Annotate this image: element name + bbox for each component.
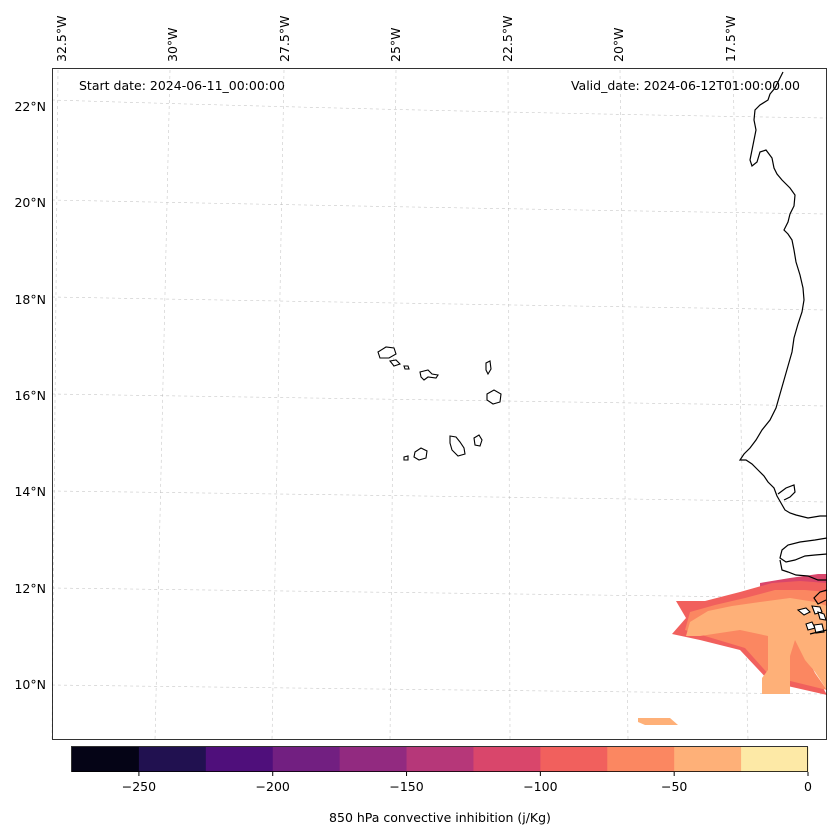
colorbar-swatch [741,747,809,772]
lat-label: 20°N [14,195,46,210]
lat-label: 12°N [14,581,46,596]
colorbar-swatch [72,747,140,772]
cin-weak-region [686,598,827,694]
colorbar-label: 850 hPa convective inhibition (j/Kg) [329,810,551,825]
colorbar-tick-label: −250 [122,779,156,794]
lon-label: 30°W [165,27,180,62]
lat-label: 14°N [14,484,46,499]
lon-label: 22.5°W [500,16,515,62]
island-maio [473,434,483,447]
cin-field [638,574,827,725]
island-sao-vicente [388,359,402,367]
island-brava [403,455,409,461]
island-santiago [449,435,466,457]
colorbar-frame [71,746,808,772]
island-santo-antao [377,346,397,359]
island-sao-nicolau [419,369,439,381]
valid-date-text: Valid_date: 2024-06-12T01:00:00.00 [571,78,800,93]
colorbar-swatch [473,747,541,772]
island-santa-luzia [403,365,410,370]
colorbar: −250 −200 −150 −100 −50 0 850 hPa convective … [71,746,812,825]
longitude-labels: 32.5°W 30°W 27.5°W 25°W 22.5°W 20°W 17.5… [54,16,738,62]
map-area[interactable] [51,68,828,741]
island-sal [485,360,492,376]
lon-label: 32.5°W [54,16,69,62]
cin-weak-south-patch [638,718,678,725]
lon-label: 27.5°W [277,16,292,62]
colorbar-swatch [674,747,742,772]
lon-label: 17.5°W [723,16,738,62]
colorbar-swatch [540,747,608,772]
lat-label: 16°N [14,388,46,403]
start-date-text: Start date: 2024-06-11_00:00:00 [79,78,285,93]
lat-label: 22°N [14,99,46,114]
island-fogo [413,447,428,461]
cape-verde-islands [377,346,502,461]
colorbar-tick-label: −100 [523,779,557,794]
colorbar-swatch [272,747,341,772]
colorbar-tick-label: −50 [661,779,687,794]
colorbar-tick-label: −150 [389,779,423,794]
colorbar-tick-label: 0 [804,779,812,794]
latitude-labels: 22°N 20°N 18°N 16°N 14°N 12°N 10°N [14,99,46,692]
colorbar-swatch [138,747,207,772]
lon-label: 25°W [388,27,403,62]
colorbar-swatch [205,747,274,772]
colorbar-ticks: −250 −200 −150 −100 −50 0 [122,772,812,794]
colorbar-swatch [607,747,675,772]
lat-label: 10°N [14,677,46,692]
lon-label: 20°W [611,27,626,62]
colorbar-tick-label: −200 [256,779,290,794]
colorbar-swatch [339,747,408,772]
map-frame [52,68,827,740]
coastline [738,71,828,635]
colorbar-swatches [72,747,809,772]
colorbar-swatch [406,747,474,772]
lat-label: 18°N [14,292,46,307]
island-boa-vista [486,389,502,405]
